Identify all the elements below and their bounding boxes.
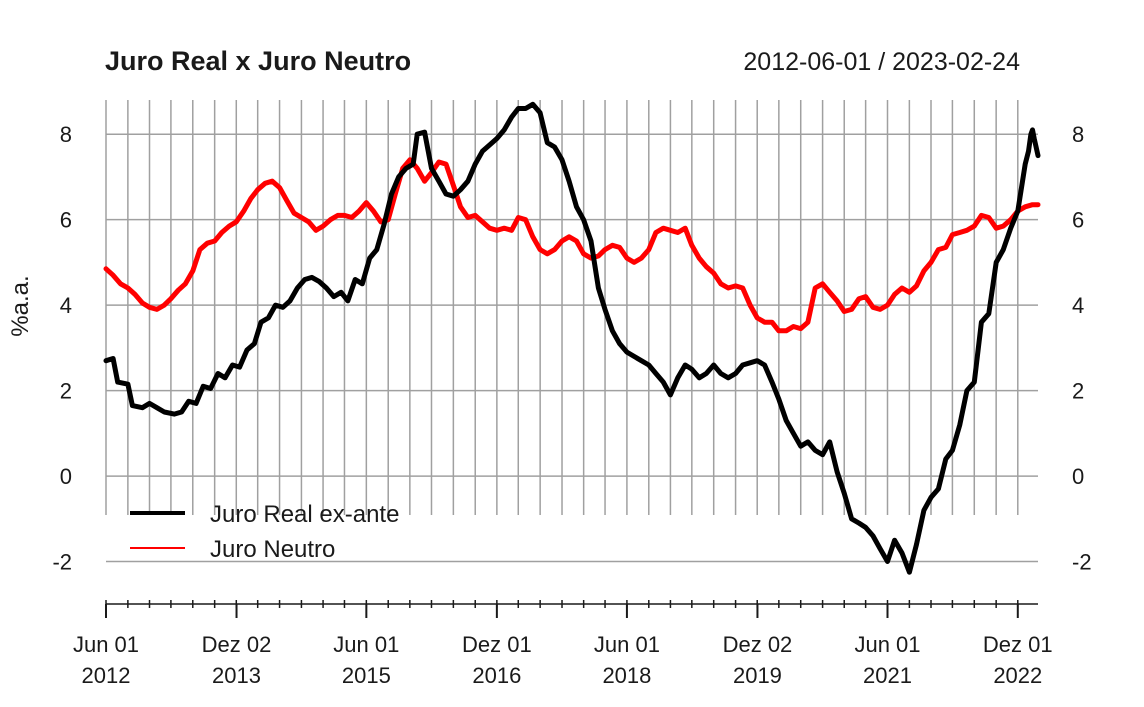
x-tick-label: Jun 01 <box>854 632 920 657</box>
x-tick-year: 2019 <box>733 663 782 688</box>
legend-label-neutro: Juro Neutro <box>210 536 335 563</box>
y-tick-label: 0 <box>60 464 72 489</box>
x-tick-label: Jun 01 <box>73 632 139 657</box>
x-tick-year: 2016 <box>472 663 521 688</box>
x-tick-year: 2018 <box>602 663 651 688</box>
x-tick-year: 2013 <box>212 663 261 688</box>
y-tick-label: 6 <box>60 208 72 233</box>
series-lines <box>103 101 1041 575</box>
x-tick-label: Dez 01 <box>983 632 1053 657</box>
chart-title: Juro Real x Juro Neutro <box>105 46 411 76</box>
y-tick-label-right: 0 <box>1072 464 1084 489</box>
x-tick-label: Jun 01 <box>333 632 399 657</box>
grid <box>105 100 1038 563</box>
x-tick-year: 2015 <box>342 663 391 688</box>
x-tick-label: Dez 01 <box>462 632 532 657</box>
y-tick-label-right: 2 <box>1072 379 1084 404</box>
x-tick-year: 2021 <box>863 663 912 688</box>
y-ticks-right: -2 0 2 4 6 8 <box>1072 122 1092 574</box>
x-tick-year: 2022 <box>993 663 1042 688</box>
x-tick-year: 2012 <box>82 663 131 688</box>
y-tick-label: 2 <box>60 379 72 404</box>
x-tick-label: Dez 02 <box>723 632 793 657</box>
y-tick-label-right: 6 <box>1072 208 1084 233</box>
x-tick-label: Jun 01 <box>594 632 660 657</box>
y-tick-label: 4 <box>60 293 72 318</box>
y-ticks-left: -2 0 2 4 6 8 <box>52 122 72 574</box>
series-line-juro-real <box>103 101 1041 575</box>
series-line-juro-neutro <box>103 157 1041 334</box>
legend: Juro Real ex-ante Juro Neutro <box>130 501 399 563</box>
y-tick-label-right: 8 <box>1072 122 1084 147</box>
x-tick-label: Dez 02 <box>202 632 272 657</box>
y-tick-label-right: -2 <box>1072 550 1092 575</box>
y-axis-label: %a.a. <box>7 275 34 336</box>
y-tick-label: 8 <box>60 122 72 147</box>
legend-label-real: Juro Real ex-ante <box>210 501 399 528</box>
y-tick-label: -2 <box>52 550 72 575</box>
y-tick-label-right: 4 <box>1072 293 1084 318</box>
x-axis: Jun 01 2012 Dez 02 2013 Jun 01 2015 Dez 01 2016… <box>73 600 1053 688</box>
date-range: 2012-06-01 / 2023-02-24 <box>743 48 1020 76</box>
